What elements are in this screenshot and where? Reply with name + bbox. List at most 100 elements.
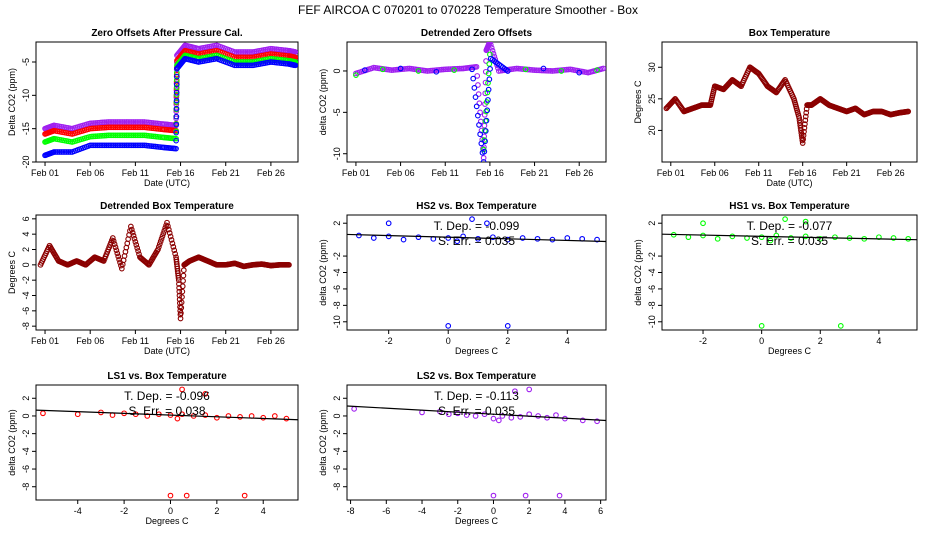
data-point-ls2	[475, 91, 482, 97]
data-point-box	[155, 246, 161, 253]
data-point-box	[165, 223, 171, 229]
data-point-ls2	[483, 58, 489, 64]
data-point-ls2	[137, 119, 144, 125]
data-point-ls1	[139, 124, 146, 131]
data-point-box	[169, 240, 176, 247]
x-tick-label: -4	[74, 506, 82, 516]
data-point-hs1	[134, 132, 141, 139]
data-point-box	[175, 275, 182, 281]
annotation: T. Dep. = -0.096	[124, 389, 210, 403]
data-point-hs1	[522, 66, 529, 73]
data-point-ls1	[128, 124, 135, 131]
data-point-hs2	[173, 137, 179, 144]
data-point-hs2	[594, 236, 600, 243]
data-point-box	[112, 244, 119, 251]
data-point-hs1	[817, 235, 824, 242]
plot-frame	[661, 41, 918, 163]
data-point-ls2	[481, 122, 488, 129]
data-point-box	[802, 121, 808, 127]
y-tick-label: -6	[332, 465, 342, 473]
data-point-hs2	[173, 145, 179, 152]
data-point-ls2	[119, 119, 126, 125]
data-point-hs2	[482, 138, 488, 145]
data-point-ls2	[488, 44, 495, 51]
data-point-box	[131, 235, 138, 242]
y-axis-label: Degrees C	[7, 250, 17, 294]
data-point-ls2	[490, 492, 497, 499]
data-point-hs2	[63, 149, 70, 155]
data-point-hs2	[65, 149, 72, 155]
data-point-ls2	[248, 49, 254, 55]
panel-p2: Detrended Zero Offsets Feb 01 Feb 06 Feb 11…	[318, 28, 607, 178]
x-tick-label: Feb 26	[565, 168, 593, 178]
data-point-ls1	[112, 124, 119, 131]
y-tick-label: -10	[332, 315, 342, 328]
x-tick-label: 0	[491, 506, 496, 516]
data-point-ls2	[233, 49, 240, 55]
data-point-hs1	[714, 235, 721, 242]
data-point-hs1	[109, 132, 115, 139]
y-axis-label: delta CO2 (ppm)	[7, 409, 17, 476]
data-point-hs2	[470, 75, 477, 82]
data-point-box	[177, 315, 184, 322]
data-point-hs2	[235, 62, 242, 69]
data-point-ls1	[283, 415, 290, 422]
data-point-hs2	[244, 62, 251, 69]
y-tick-label: 6	[21, 216, 31, 221]
data-point-hs2	[62, 149, 68, 155]
data-point-hs1	[802, 233, 809, 240]
data-point-hs2	[482, 128, 489, 134]
x-tick-label: -4	[418, 506, 426, 516]
data-point-hs1	[558, 68, 565, 74]
data-point-hs1	[782, 216, 788, 222]
x-tick-label: Feb 26	[877, 168, 905, 178]
panel-p6: HS1 vs. Box Temperature -2 0 2 4 -10 -8 -6 -4 -2 2…	[633, 201, 918, 356]
data-point-hs1	[173, 84, 180, 91]
y-tick-label: 20	[647, 125, 657, 135]
data-point-ls1	[74, 411, 81, 418]
annotation: T. Dep. = -0.099	[434, 219, 520, 233]
data-point-ls2	[490, 50, 497, 57]
data-point-hs1	[139, 132, 146, 139]
y-tick-label: 0	[21, 413, 31, 418]
panel-title: Zero Offsets After Pressure Cal.	[91, 28, 243, 39]
data-point-hs2	[112, 142, 119, 149]
data-point-hs1	[700, 220, 706, 227]
x-tick-label: 2	[527, 506, 532, 516]
x-tick-label: 2	[214, 506, 219, 516]
y-tick-label: 0	[332, 68, 342, 73]
data-point-hs2	[473, 103, 480, 110]
y-tick-label: -2	[21, 276, 31, 284]
panel-title: HS1 vs. Box Temperature	[729, 201, 850, 212]
x-tick-label: -2	[454, 506, 462, 516]
data-point-box	[116, 256, 122, 263]
y-tick-label: 30	[647, 62, 657, 72]
data-point-hs2	[173, 81, 180, 88]
data-point-hs2	[96, 142, 103, 149]
x-tick-label: 0	[759, 336, 764, 346]
data-point-hs2	[239, 62, 245, 69]
x-tick-label: Feb 21	[212, 168, 240, 178]
data-point-hs2	[58, 149, 65, 155]
y-tick-label: 0	[21, 262, 31, 267]
data-point-ls2	[244, 49, 251, 55]
annotation: T. Dep. = -0.077	[747, 219, 833, 233]
data-point-hs2	[53, 149, 59, 155]
data-point-ls2	[242, 49, 249, 55]
data-point-ls2	[600, 65, 606, 72]
data-point-box	[802, 117, 809, 124]
x-tick-label: Feb 06	[701, 168, 729, 178]
data-point-box	[165, 226, 172, 233]
panel-p5: HS2 vs. Box Temperature -2 0 2 4 -10 -8 -6 -4 -2 2…	[318, 201, 607, 356]
data-point-ls1	[174, 415, 181, 422]
data-point-hs2	[103, 142, 110, 149]
x-tick-label: Feb 16	[476, 168, 504, 178]
data-point-ls1	[260, 414, 267, 421]
data-point-box	[170, 243, 177, 250]
x-axis-label: Degrees C	[768, 346, 812, 356]
data-point-box	[905, 108, 912, 115]
data-point-ls2	[482, 68, 489, 75]
data-point-box	[109, 235, 116, 241]
data-point-ls1	[183, 492, 190, 499]
data-point-hs2	[484, 107, 491, 114]
